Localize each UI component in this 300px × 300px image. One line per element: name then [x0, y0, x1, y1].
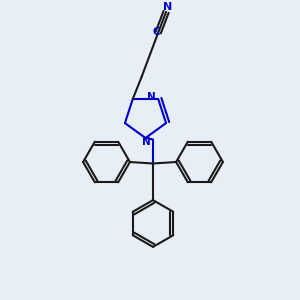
Text: C: C — [153, 27, 160, 37]
Text: N: N — [142, 137, 151, 147]
Text: N: N — [147, 92, 156, 102]
Text: N: N — [163, 2, 172, 11]
